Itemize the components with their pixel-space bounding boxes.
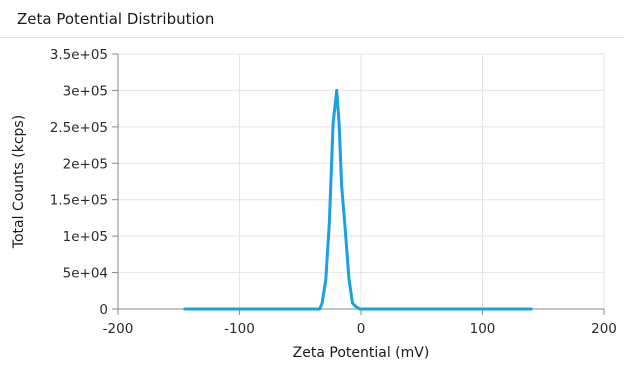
title-divider	[0, 37, 624, 38]
series-line	[183, 88, 533, 311]
x-tick-label: -200	[103, 321, 134, 337]
x-axis-title: Zeta Potential (mV)	[293, 345, 430, 361]
y-tick-label: 3.5e+05	[50, 47, 108, 63]
tick-labels: 0 5e+04 1e+05 1.5e+05 2e+05 2.5e+05 3e+05 3.5e+…	[50, 47, 617, 337]
x-tick-label: 0	[357, 321, 366, 337]
y-tick-label: 0	[99, 302, 108, 318]
y-tick-label: 3e+05	[63, 83, 108, 99]
axes	[112, 53, 605, 315]
y-axis-title: Total Counts (kcps)	[11, 115, 27, 249]
x-tick-label: 100	[470, 321, 496, 337]
y-tick-label: 2.5e+05	[50, 120, 108, 136]
panel-title: Zeta Potential Distribution	[17, 10, 215, 28]
x-tick-label: -100	[224, 321, 255, 337]
series	[183, 88, 533, 311]
grid	[118, 53, 605, 309]
x-tick-label: 200	[591, 321, 617, 337]
y-tick-label: 1e+05	[63, 229, 108, 245]
y-tick-label: 2e+05	[63, 156, 108, 172]
y-tick-label: 1.5e+05	[50, 193, 108, 209]
y-tick-label: 5e+04	[63, 266, 108, 282]
